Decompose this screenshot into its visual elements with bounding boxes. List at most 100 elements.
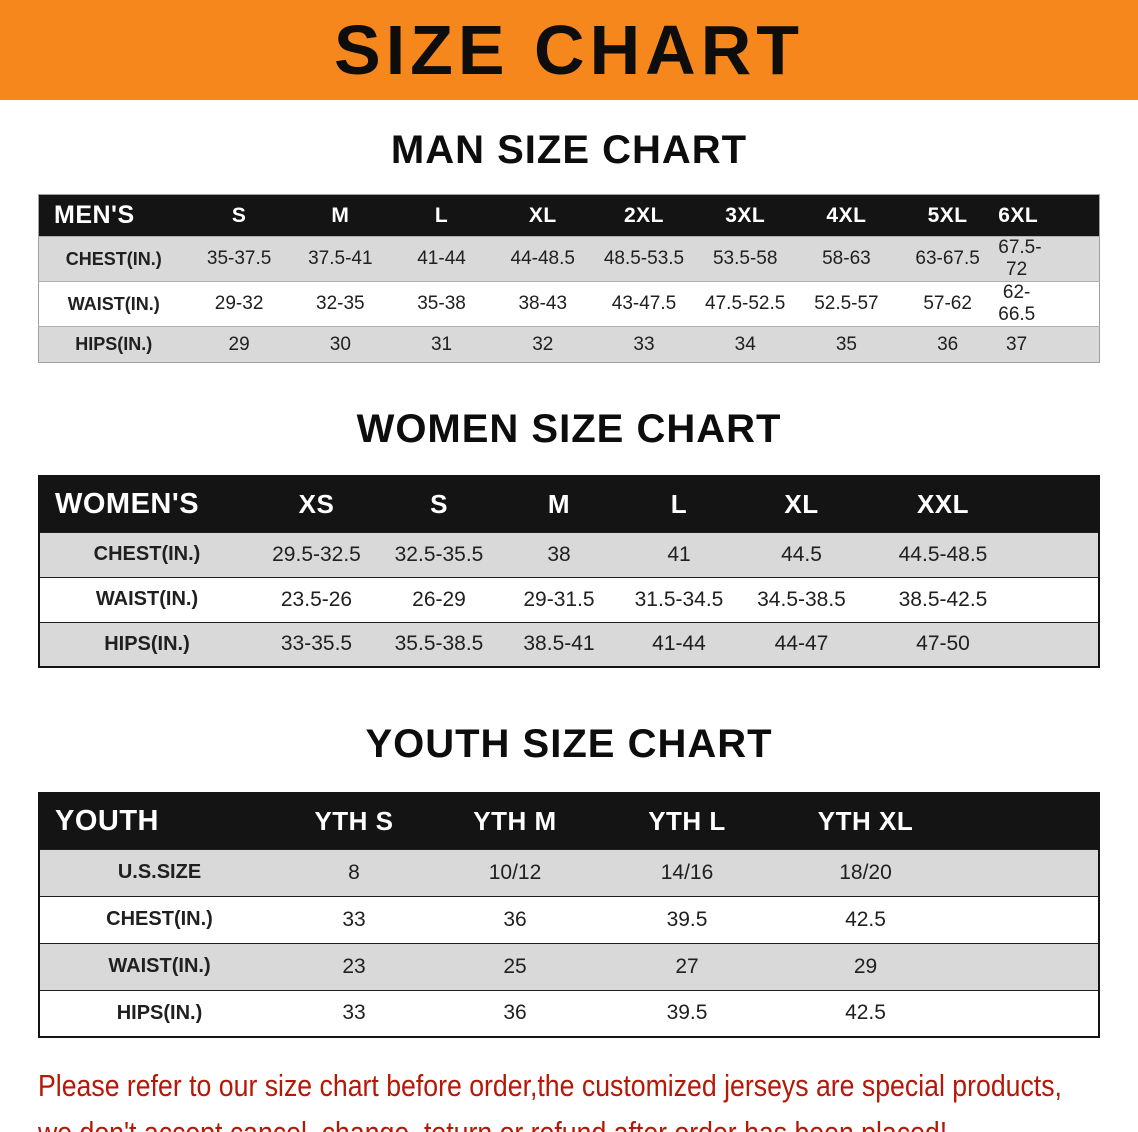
value-cell: 29: [188, 326, 290, 363]
disclaimer-line-2: we don't accept cancel, change, teturn o…: [38, 1109, 947, 1132]
value-cell: 67.5-72: [998, 236, 1100, 282]
men-section-title: MAN SIZE CHART: [390, 128, 748, 172]
value-cell: 34: [694, 326, 796, 363]
table-row: HIPS(IN.) 33-35.5 35.5-38.5 38.5-41 41-44 44-…: [39, 622, 1099, 667]
value-cell: 29: [773, 943, 1099, 990]
table-row: WAIST(IN.) 29-32 32-35 35-38 38-43 43-47.5 47.…: [38, 281, 1100, 327]
row-label-cell: CHEST(IN.): [38, 236, 189, 282]
size-column-header: YTH M: [429, 793, 601, 849]
value-cell: 63-67.5: [897, 236, 999, 282]
men-section: MAN SIZE CHART MEN'S S M L XL 2XL 3XL 4XL 5XL 6XL…: [0, 126, 1138, 363]
table-row: WAIST(IN.) 23 25 27 29: [39, 943, 1099, 990]
value-cell: 35-38: [417, 293, 466, 314]
value-cell: 44-47: [739, 622, 864, 667]
row-label-cell: CHEST(IN.): [39, 532, 254, 577]
size-column-header: YTH S: [279, 793, 429, 849]
table-header-row: MEN'S S M L XL 2XL 3XL 4XL 5XL 6XL: [38, 194, 1100, 237]
value-cell: 32.5-35.5: [379, 532, 499, 577]
value-cell: 37: [998, 326, 1100, 363]
banner: SIZE CHART: [0, 0, 1138, 100]
value-cell: 29.5-32.5: [254, 532, 379, 577]
value-cell: 27: [601, 943, 773, 990]
value-cell: 33: [342, 907, 366, 931]
women-size-table: WOMEN'S XS S M L XL XXL CHEST(IN.) 29.5-32.5 32.5…: [38, 475, 1100, 668]
value-cell: 36: [503, 907, 527, 931]
value-cell: 48.5-53.5: [593, 236, 695, 282]
value-cell: 29-31.5: [523, 587, 595, 611]
table-row: CHEST(IN.) 29.5-32.5 32.5-35.5 38 41 44.5 44.5…: [39, 532, 1099, 577]
size-column-header: YTH XL: [773, 793, 1099, 849]
value-cell: 31.5-34.5: [634, 587, 724, 611]
value-cell: 32: [492, 326, 594, 363]
value-cell: 44-48.5: [492, 236, 594, 282]
size-column-header: XXL: [864, 476, 1099, 532]
page-title: SIZE CHART: [334, 11, 804, 89]
value-cell: 41-44: [619, 622, 739, 667]
size-column-header: 3XL: [694, 194, 796, 237]
value-cell: 42.5: [845, 1001, 886, 1025]
value-cell: 29-32: [214, 293, 264, 314]
women-section-title: WOMEN SIZE CHART: [356, 407, 782, 451]
disclaimer-line-1: Please refer to our size chart before or…: [38, 1068, 1062, 1103]
size-column-header: XL: [739, 476, 864, 532]
value-cell: 57-62: [923, 293, 972, 314]
category-column-header: WOMEN'S: [39, 476, 254, 532]
value-cell: 52.5-57: [814, 293, 879, 314]
value-cell: 44.5-48.5: [864, 532, 1099, 577]
value-cell: 47.5-52.5: [705, 293, 786, 314]
size-column-header: M: [499, 476, 619, 532]
size-column-header: M: [289, 194, 391, 237]
value-cell: 58-63: [795, 236, 898, 282]
value-cell: 39.5: [666, 907, 708, 931]
value-cell: 30: [289, 326, 391, 363]
table-row: WAIST(IN.) 23.5-26 26-29 29-31.5 31.5-34.5 34…: [39, 577, 1099, 622]
value-cell: 41: [619, 532, 739, 577]
youth-size-table: YOUTH YTH S YTH M YTH L YTH XL U.S.SIZE 8 10/12…: [38, 792, 1100, 1038]
value-cell: 25: [429, 943, 601, 990]
value-cell: 38-43: [518, 293, 568, 314]
value-cell: 33: [593, 326, 695, 363]
value-cell: 26-29: [412, 587, 466, 611]
value-cell: 38.5-41: [499, 622, 619, 667]
youth-section: YOUTH SIZE CHART YOUTH YTH S YTH M YTH L YTH…: [0, 720, 1138, 1038]
size-column-header: XL: [492, 194, 594, 237]
value-cell: 18/20: [773, 849, 1099, 896]
table-header-row: YOUTH YTH S YTH M YTH L YTH XL: [39, 793, 1099, 849]
value-cell: 23.5-26: [280, 587, 353, 611]
row-label-cell: WAIST(IN.): [67, 293, 160, 314]
women-section: WOMEN SIZE CHART WOMEN'S XS S M L XL XXL CHEST(…: [0, 405, 1138, 668]
size-column-header: L: [619, 476, 739, 532]
value-cell: 31: [390, 326, 493, 363]
row-label-cell: CHEST(IN.): [106, 908, 213, 930]
value-cell: 39.5: [666, 1001, 708, 1025]
size-column-header: 6XL: [998, 194, 1100, 237]
value-cell: 23: [279, 943, 429, 990]
table-header-row: WOMEN'S XS S M L XL XXL: [39, 476, 1099, 532]
value-cell: 38: [499, 532, 619, 577]
row-label-cell: U.S.SIZE: [39, 849, 279, 896]
size-column-header: 2XL: [593, 194, 695, 237]
size-column-header: XS: [254, 476, 379, 532]
youth-section-title: YOUTH SIZE CHART: [365, 722, 773, 766]
table-row: HIPS(IN.) 29 30 31 32 33 34 35 36 37: [38, 326, 1100, 363]
value-cell: 36: [897, 326, 999, 363]
value-cell: 41-44: [390, 236, 493, 282]
value-cell: 35.5-38.5: [379, 622, 499, 667]
size-column-header: S: [379, 476, 499, 532]
value-cell: 53.5-58: [694, 236, 796, 282]
row-label-cell: WAIST(IN.): [95, 588, 199, 610]
value-cell: 8: [279, 849, 429, 896]
value-cell: 10/12: [429, 849, 601, 896]
value-cell: 43-47.5: [611, 293, 677, 314]
category-column-header: MEN'S: [38, 194, 189, 237]
size-column-header: L: [390, 194, 493, 237]
size-column-header: S: [188, 194, 290, 237]
row-label-cell: HIPS(IN.): [39, 622, 254, 667]
table-row: HIPS(IN.) 33 36 39.5 42.5: [39, 990, 1099, 1037]
table-row: CHEST(IN.) 33 36 39.5 42.5: [39, 896, 1099, 943]
value-cell: 37.5-41: [289, 236, 391, 282]
size-column-header: 4XL: [795, 194, 898, 237]
value-cell: 38.5-42.5: [898, 587, 988, 611]
table-row: U.S.SIZE 8 10/12 14/16 18/20: [39, 849, 1099, 896]
